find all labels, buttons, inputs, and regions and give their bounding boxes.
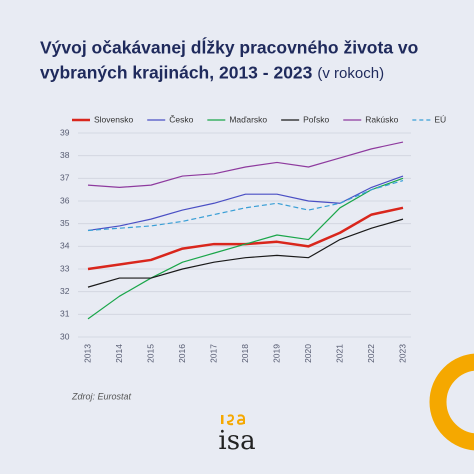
legend-item: Maďarsko — [207, 114, 267, 124]
legend-label: Slovensko — [94, 114, 133, 124]
x-tick-label: 2019 — [271, 344, 281, 363]
legend-item: Slovensko — [72, 114, 133, 124]
legend-item: Poľsko — [281, 114, 330, 124]
y-tick-label: 33 — [60, 263, 70, 273]
legend-label: Česko — [169, 114, 193, 124]
chart-title: Vývoj očakávanej dĺžky pracovného života… — [40, 37, 418, 58]
series-line — [87, 218, 404, 288]
y-tick-label: 38 — [60, 150, 70, 160]
legend-label: Poľsko — [303, 114, 329, 124]
y-tick-label: 34 — [60, 241, 70, 251]
y-tick-label: 37 — [60, 173, 70, 183]
legend-item: Česko — [147, 114, 194, 124]
logo-mark — [221, 414, 245, 426]
x-tick-label: 2018 — [240, 344, 250, 363]
legend-label: Maďarsko — [229, 114, 267, 124]
x-tick-label: 2020 — [303, 344, 313, 363]
legend-item: EÚ — [412, 114, 446, 124]
y-tick-label: 35 — [60, 218, 70, 228]
x-tick-label: 2013 — [82, 344, 92, 363]
series-line — [87, 206, 404, 271]
legend-item: Rakúsko — [343, 114, 399, 124]
legend-label: EÚ — [434, 114, 446, 124]
series-line — [87, 141, 404, 188]
x-tick-label: 2016 — [177, 344, 187, 363]
x-tick-label: 2017 — [208, 344, 218, 363]
series-line — [87, 180, 404, 232]
y-tick-label: 36 — [60, 195, 70, 205]
x-tick-label: 2022 — [366, 344, 376, 363]
x-tick-label: 2015 — [145, 344, 155, 363]
y-tick-label: 30 — [60, 331, 70, 341]
decoration-ring — [429, 353, 474, 451]
series-line — [87, 177, 404, 320]
y-tick-label: 39 — [60, 127, 70, 137]
logo: isa — [218, 426, 255, 456]
x-tick-label: 2014 — [114, 344, 124, 363]
y-tick-label: 31 — [60, 309, 70, 319]
series-line — [87, 175, 404, 232]
x-tick-label: 2023 — [397, 344, 407, 363]
chart-subtitle: (v rokoch) — [317, 65, 384, 82]
chart-title: vybraných krajinách, 2013 - 2023 — [40, 63, 313, 83]
source-note: Zdroj: Eurostat — [71, 391, 132, 401]
x-tick-label: 2021 — [334, 344, 344, 363]
y-tick-label: 32 — [60, 286, 70, 296]
legend-label: Rakúsko — [365, 114, 398, 124]
